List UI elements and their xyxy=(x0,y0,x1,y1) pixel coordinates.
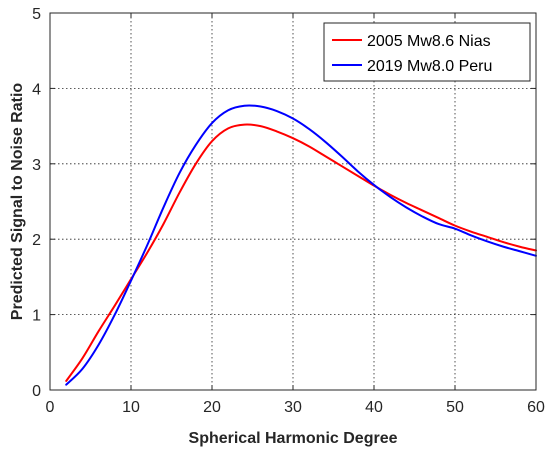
legend: 2005 Mw8.6 Nias 2019 Mw8.0 Peru xyxy=(323,22,531,82)
x-tick-label: 0 xyxy=(46,399,55,416)
y-tick-label: 5 xyxy=(32,6,41,23)
legend-box xyxy=(323,22,531,82)
legend-label: 2019 Mw8.0 Peru xyxy=(367,58,492,75)
x-tick-label: 50 xyxy=(446,399,464,416)
x-tick-label: 10 xyxy=(122,399,140,416)
axes xyxy=(49,12,537,391)
y-tick-label: 4 xyxy=(32,81,41,98)
y-axis-title: Predicted Signal to Noise Ratio xyxy=(9,83,26,321)
series-line-2 xyxy=(65,104,537,386)
legend-label: 2005 Mw8.6 Nias xyxy=(367,33,491,50)
x-tick-label: 30 xyxy=(284,399,302,416)
tick-labels: 0 10 20 30 40 50 60 0 1 2 3 4 5 xyxy=(32,6,545,416)
x-tick-label: 40 xyxy=(365,399,383,416)
plot-series xyxy=(65,104,537,386)
x-tick-label: 20 xyxy=(203,399,221,416)
x-axis-title: Spherical Harmonic Degree xyxy=(189,430,398,447)
grid-lines xyxy=(50,13,536,390)
series-line-1 xyxy=(65,123,537,382)
y-tick-label: 3 xyxy=(32,157,41,174)
x-tick-label: 60 xyxy=(527,399,545,416)
y-tick-label: 2 xyxy=(32,232,41,249)
y-tick-label: 1 xyxy=(32,308,41,325)
y-tick-label: 0 xyxy=(32,383,41,400)
